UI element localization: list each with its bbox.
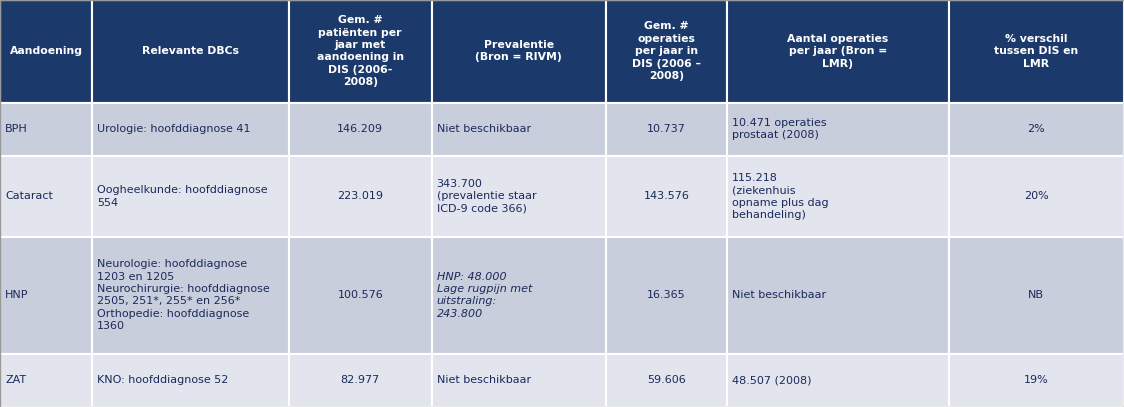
Text: Neurologie: hoofddiagnose
1203 en 1205
Neurochirurgie: hoofddiagnose
2505, 251*,: Neurologie: hoofddiagnose 1203 en 1205 N…	[97, 259, 270, 331]
Bar	[949, 103, 1124, 156]
Bar	[92, 354, 289, 407]
Bar	[606, 103, 727, 156]
Text: 19%: 19%	[1024, 375, 1049, 385]
Bar	[289, 103, 432, 156]
Bar	[949, 354, 1124, 407]
Bar	[727, 103, 949, 156]
Bar	[727, 156, 949, 237]
Text: Aantal operaties
per jaar (Bron =
LMR): Aantal operaties per jaar (Bron = LMR)	[787, 34, 889, 69]
Bar	[949, 0, 1124, 103]
Bar	[0, 237, 92, 354]
Bar	[432, 237, 606, 354]
Text: Niet beschikbaar: Niet beschikbaar	[732, 290, 826, 300]
Bar	[0, 156, 92, 237]
Text: HNP: HNP	[4, 290, 28, 300]
Text: Gem. #
patiënten per
jaar met
aandoening in
DIS (2006-
2008): Gem. # patiënten per jaar met aandoening…	[317, 15, 404, 87]
Text: HNP: 48.000
Lage rugpijn met
uitstraling:
243.800: HNP: 48.000 Lage rugpijn met uitstraling…	[436, 271, 532, 319]
Text: 143.576: 143.576	[644, 191, 689, 201]
Bar	[432, 103, 606, 156]
Bar	[606, 0, 727, 103]
Bar	[727, 0, 949, 103]
Text: 10.737: 10.737	[647, 124, 686, 134]
Bar	[727, 354, 949, 407]
Text: Prevalentie
(Bron = RIVM): Prevalentie (Bron = RIVM)	[475, 40, 562, 62]
Text: 100.576: 100.576	[337, 290, 383, 300]
Text: Urologie: hoofddiagnose 41: Urologie: hoofddiagnose 41	[97, 124, 251, 134]
Text: KNO: hoofddiagnose 52: KNO: hoofddiagnose 52	[97, 375, 228, 385]
Text: Niet beschikbaar: Niet beschikbaar	[436, 375, 531, 385]
Bar	[949, 156, 1124, 237]
Text: Aandoening: Aandoening	[10, 46, 82, 56]
Bar	[0, 354, 92, 407]
Bar	[289, 237, 432, 354]
Text: 115.218
(ziekenhuis
opname plus dag
behandeling): 115.218 (ziekenhuis opname plus dag beha…	[732, 173, 828, 220]
Bar	[92, 0, 289, 103]
Text: 2%: 2%	[1027, 124, 1045, 134]
Bar	[92, 103, 289, 156]
Text: 16.365: 16.365	[647, 290, 686, 300]
Text: Relevante DBCs: Relevante DBCs	[142, 46, 239, 56]
Text: 10.471 operaties
prostaat (2008): 10.471 operaties prostaat (2008)	[732, 118, 827, 140]
Bar	[92, 237, 289, 354]
Text: 146.209: 146.209	[337, 124, 383, 134]
Bar	[727, 237, 949, 354]
Bar	[289, 156, 432, 237]
Text: Cataract: Cataract	[4, 191, 53, 201]
Bar	[432, 0, 606, 103]
Text: Gem. #
operaties
per jaar in
DIS (2006 –
2008): Gem. # operaties per jaar in DIS (2006 –…	[632, 22, 701, 81]
Bar	[92, 156, 289, 237]
Bar	[606, 156, 727, 237]
Text: 82.977: 82.977	[341, 375, 380, 385]
Text: 223.019: 223.019	[337, 191, 383, 201]
Text: NB: NB	[1028, 290, 1044, 300]
Bar	[0, 0, 92, 103]
Bar	[432, 354, 606, 407]
Text: Niet beschikbaar: Niet beschikbaar	[436, 124, 531, 134]
Text: 59.606: 59.606	[647, 375, 686, 385]
Text: % verschil
tussen DIS en
LMR: % verschil tussen DIS en LMR	[995, 34, 1078, 69]
Text: BPH: BPH	[4, 124, 28, 134]
Bar	[949, 237, 1124, 354]
Bar	[289, 0, 432, 103]
Text: 48.507 (2008): 48.507 (2008)	[732, 375, 812, 385]
Bar	[606, 237, 727, 354]
Bar	[289, 354, 432, 407]
Text: 343.700
(prevalentie staar
ICD-9 code 366): 343.700 (prevalentie staar ICD-9 code 36…	[436, 179, 536, 214]
Bar	[432, 156, 606, 237]
Text: ZAT: ZAT	[4, 375, 26, 385]
Bar	[606, 354, 727, 407]
Text: 20%: 20%	[1024, 191, 1049, 201]
Bar	[0, 103, 92, 156]
Text: Oogheelkunde: hoofddiagnose
554: Oogheelkunde: hoofddiagnose 554	[97, 185, 268, 208]
